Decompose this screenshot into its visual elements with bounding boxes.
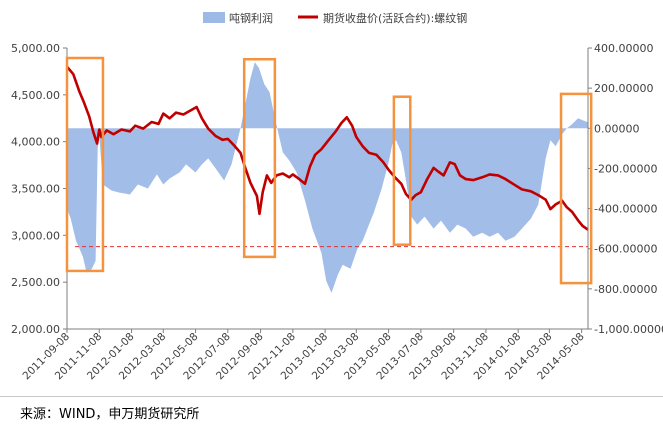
right-axis-tick-label: -1,000.00000 (594, 323, 663, 336)
legend: 吨钢利润 期货收盘价(活跃合约):螺纹钢 (203, 11, 467, 25)
right-axis-tick-label: 400.00000 (594, 42, 654, 55)
right-axis-tick-label: -800.00000 (594, 283, 657, 296)
right-axis-tick-label: -200.00000 (594, 162, 657, 175)
right-axis-tick-label: -600.00000 (594, 243, 657, 256)
highlight-box (65, 56, 105, 273)
series-area-profit (67, 62, 588, 293)
legend-swatch-profit (203, 12, 225, 23)
left-axis-tick-label: 4,500.00 (11, 89, 60, 102)
source-divider (0, 396, 663, 397)
highlight-boxes (65, 56, 593, 285)
left-axis-tick-label: 2,500.00 (11, 276, 60, 289)
left-axis-tick-label: 3,500.00 (11, 183, 60, 196)
plot-area (66, 62, 589, 293)
right-axis-tick-label: -400.00000 (594, 203, 657, 216)
series-line-price (66, 65, 589, 231)
right-axis-tick-label: 0.00000 (594, 122, 640, 135)
left-axis-tick-label: 3,000.00 (11, 229, 60, 242)
left-axis-tick-label: 5,000.00 (11, 42, 60, 55)
left-axis-tick-label: 2,000.00 (11, 323, 60, 336)
left-axis-tick-label: 4,000.00 (11, 136, 60, 149)
right-axis-tick-label: 200.00000 (594, 82, 654, 95)
legend-label-profit: 吨钢利润 (229, 11, 273, 25)
source-note: 来源：WIND，申万期货研究所 (20, 407, 200, 422)
highlight-box (559, 92, 593, 285)
legend-label-price: 期货收盘价(活跃合约):螺纹钢 (323, 11, 467, 25)
highlight-box (392, 95, 412, 246)
highlight-box (242, 57, 277, 259)
